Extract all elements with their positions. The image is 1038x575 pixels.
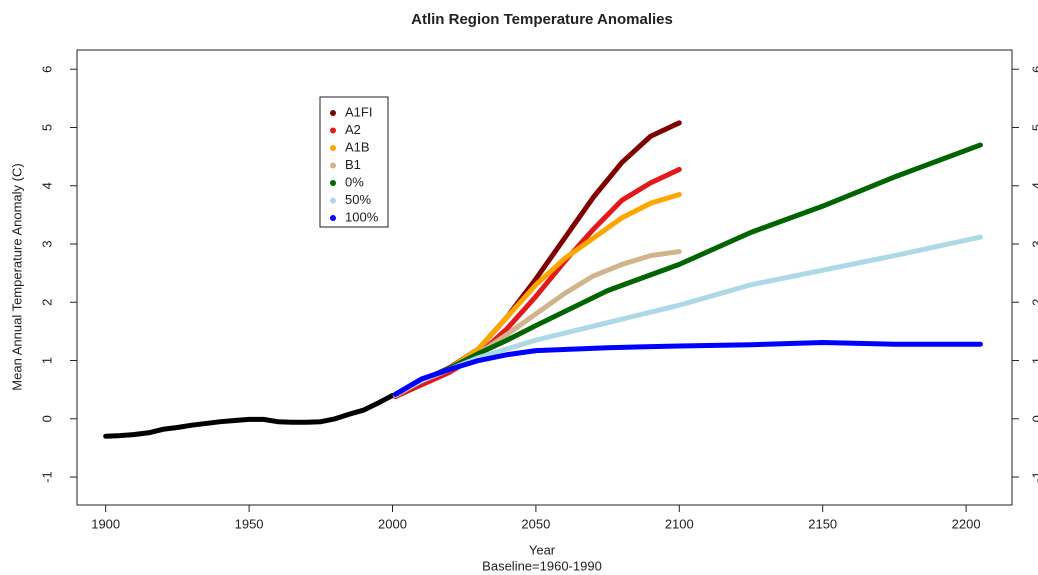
y-tick-label: 0 [39, 415, 54, 422]
legend-label: A1B [345, 139, 370, 154]
x-tick-label: 2100 [665, 516, 694, 531]
y-tick-label: 6 [39, 66, 54, 73]
x-tick-label: 2000 [378, 516, 407, 531]
legend [319, 96, 389, 228]
legend-marker [330, 180, 336, 186]
legend-marker [330, 145, 336, 151]
plot-frame [76, 49, 1013, 506]
y2-tick-label: 0 [1029, 415, 1038, 422]
y2-tick-label: 4 [1029, 182, 1038, 189]
legend-label: 100% [345, 209, 379, 224]
x-tick-label: 1900 [91, 516, 120, 531]
y2-tick-label: 3 [1029, 240, 1038, 247]
y-tick-label: 3 [39, 240, 54, 247]
series-line [392, 339, 983, 397]
y2-tick-label: -1 [1029, 471, 1038, 483]
y2-tick-label: 6 [1029, 66, 1038, 73]
series-line [103, 392, 395, 439]
legend-label: 0% [345, 174, 364, 189]
legend-marker [330, 127, 336, 134]
subtitle: Baseline=1960-1990 [482, 558, 602, 573]
legend-marker [330, 215, 336, 221]
y-tick-label: 5 [39, 124, 54, 131]
y-tick-label: -1 [39, 471, 54, 483]
x-tick-label: 2150 [808, 516, 837, 531]
legend-marker [330, 110, 336, 116]
legend-label: B1 [345, 157, 361, 172]
y2-tick-label: 5 [1029, 124, 1038, 131]
chart-title: Atlin Region Temperature Anomalies [411, 11, 673, 28]
legend-marker [330, 162, 336, 169]
x-axis-title: Year [529, 542, 556, 557]
y2-tick-label: 1 [1029, 357, 1038, 364]
legend-label: A2 [345, 122, 361, 137]
y-tick-label: 4 [39, 182, 54, 189]
x-tick-label: 2200 [952, 516, 981, 531]
y2-tick-label: 2 [1029, 299, 1038, 306]
legend-label: A1FI [345, 104, 372, 119]
legend-marker [330, 197, 336, 204]
y-axis-title: Mean Annual Temperature Anomaly (C) [9, 163, 24, 390]
y-tick-label: 1 [39, 357, 54, 364]
legend-label: 50% [345, 192, 371, 207]
x-tick-label: 2050 [521, 516, 550, 531]
x-tick-label: 1950 [235, 516, 264, 531]
y-tick-label: 2 [39, 299, 54, 306]
series-line [392, 166, 682, 400]
